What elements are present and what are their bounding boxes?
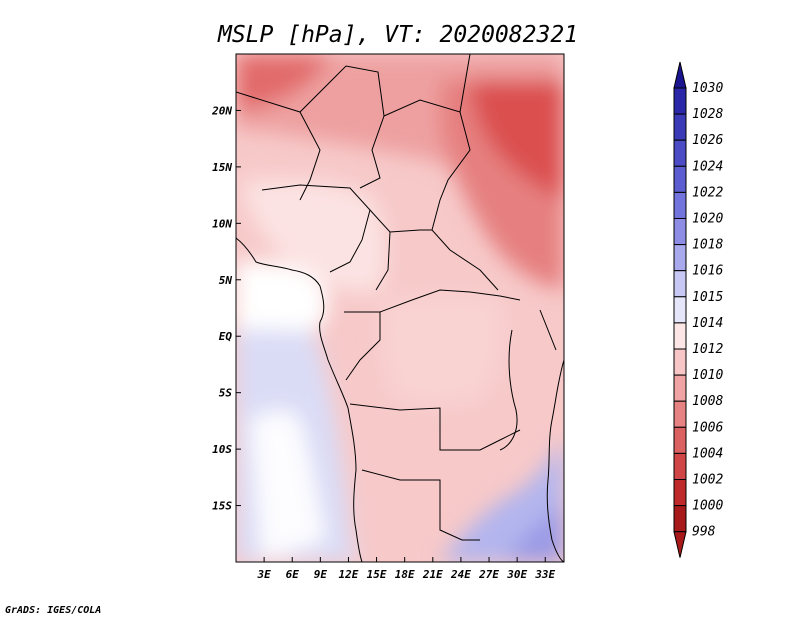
x-tick-label: 30E (506, 568, 527, 581)
y-tick-label: 10N (212, 217, 232, 230)
y-tick-label: 10S (212, 443, 232, 456)
field-south-core (505, 505, 564, 562)
colorbar-label: 1015 (692, 290, 723, 305)
border-chad (431, 111, 499, 291)
colorbar-label: 1030 (692, 81, 723, 96)
border-lakes (499, 309, 557, 451)
colorbar-segment (673, 479, 687, 507)
border-car (369, 209, 432, 291)
colorbar-segment (673, 191, 687, 219)
colorbar-label: 1022 (692, 185, 723, 200)
colorbar-label: 1018 (692, 238, 723, 253)
colorbar-label: 1026 (692, 133, 723, 148)
x-tick-label: 21E (422, 568, 443, 581)
x-tick-label: 12E (339, 568, 359, 581)
colorbar: 1030 1028 1026 1024 1022 1020 1018 1016 1015 1014… (673, 61, 723, 558)
colorbar-segment (673, 348, 687, 376)
colorbar-min-arrow (673, 531, 687, 558)
y-tick-label: 15S (212, 500, 232, 513)
border-drc-south (349, 403, 521, 451)
colorbar-segment (673, 400, 687, 428)
pressure-field (236, 54, 564, 562)
field-north-west (236, 54, 330, 112)
y-tick-label: 20N (211, 104, 232, 117)
y-axis: 20N 15N 10N 5N EQ 5S 10S 15S (211, 104, 241, 513)
x-axis: 3E 6E 9E 12E 15E 18E 21E 24E 27E 30E 33E (256, 557, 556, 581)
field-gulf (236, 261, 329, 331)
colorbar-segment (673, 218, 687, 246)
colorbar-label: 1024 (692, 159, 723, 174)
colorbar-segment (673, 139, 687, 167)
colorbar-label: 1002 (692, 473, 723, 488)
x-tick-label: 6E (286, 568, 300, 581)
colorbar-label: 1010 (692, 368, 723, 383)
border-north (236, 54, 471, 117)
y-tick-label: 5S (219, 387, 233, 400)
colorbar-label: 1028 (692, 107, 723, 122)
colorbar-label: 998 (692, 525, 716, 540)
coastline-east-africa (546, 359, 564, 562)
colorbar-segment (673, 322, 687, 350)
y-tick-label: EQ (219, 330, 233, 343)
colorbar-segment (673, 452, 687, 480)
x-tick-label: 18E (395, 568, 415, 581)
colorbar-label: 1004 (692, 446, 723, 461)
x-tick-label: 33E (534, 568, 555, 581)
chart-title: MSLP [hPa], VT: 2020082321 (217, 22, 578, 48)
colorbar-segment (673, 165, 687, 193)
field-congo (379, 292, 505, 407)
colorbar-label: 1006 (692, 420, 723, 435)
colorbar-segment (673, 113, 687, 141)
y-tick-label: 5N (219, 274, 233, 287)
x-tick-label: 27E (478, 568, 499, 581)
colorbar-segment (673, 244, 687, 272)
map-frame (235, 53, 565, 563)
colorbar-segment (673, 296, 687, 324)
colorbar-max-arrow (673, 61, 687, 89)
colorbar-label: 1016 (692, 264, 723, 279)
border-angola (361, 469, 480, 541)
colorbar-label: 1000 (692, 499, 723, 514)
field-west-light (240, 178, 387, 293)
colorbar-segment (673, 505, 687, 533)
field-east-core (470, 80, 564, 200)
colorbar-segment (673, 374, 687, 402)
colorbar-label: 1008 (692, 394, 723, 409)
x-tick-label: 15E (367, 568, 387, 581)
colorbar-label: 1020 (692, 212, 723, 227)
x-tick-label: 3E (256, 568, 271, 581)
x-tick-label: 24E (450, 568, 471, 581)
coastline-west-africa (236, 237, 363, 562)
colorbar-segment (673, 87, 687, 115)
grads-credit: GrADS: IGES/COLA (5, 605, 101, 616)
border-lines (236, 54, 564, 562)
colorbar-segment (673, 270, 687, 298)
y-tick-label: 15N (212, 161, 232, 174)
border-sahara (299, 111, 385, 201)
colorbar-label: 1014 (692, 316, 723, 331)
border-congo (344, 289, 521, 381)
x-tick-label: 9E (314, 568, 328, 581)
colorbar-segment (673, 426, 687, 454)
field-ocean-inner (250, 410, 326, 562)
colorbar-label: 1012 (692, 342, 723, 357)
